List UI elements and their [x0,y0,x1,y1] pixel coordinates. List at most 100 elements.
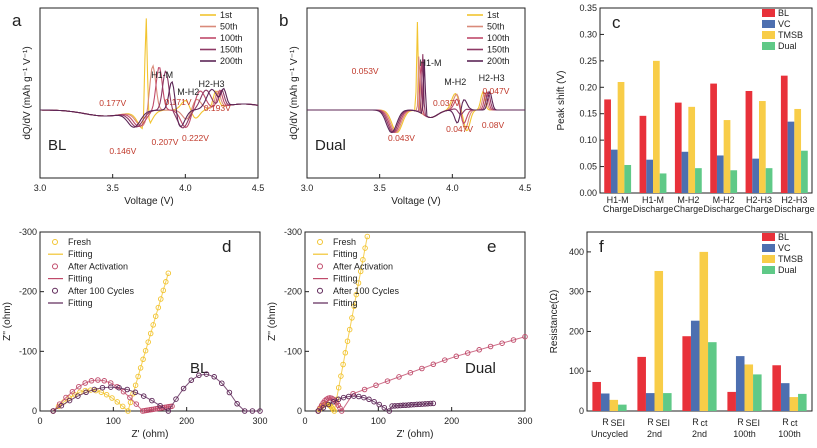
panel-d-ytick-label: -200 [19,287,37,297]
panel-b-annotation: 0.047V [482,86,509,96]
panel-a-letter: a [12,11,22,30]
panel-e-legend-entry: Fresh [333,237,356,247]
panel-d-xtick-label: 0 [37,416,42,426]
panel-d-data-point [114,399,121,405]
panel-b-curve-5 [307,59,525,134]
panel-e-data-point [464,350,471,356]
panel-d-data-point [132,382,139,388]
panel-c-bar-dual [659,173,667,193]
panel-d-data-point [88,378,95,384]
panel-e-data-point [325,401,332,408]
panel-c-ytick-label: 0.35 [579,3,597,13]
panel-f-bar-dual [753,374,762,411]
panel-d-data-point [101,378,108,384]
panel-c-ytick-label: 0.00 [579,188,597,198]
panel-e-data-point [442,357,448,363]
panel-d-data-point [75,393,81,399]
panel-e-data-point [408,402,415,408]
panel-e-data-point [430,400,437,407]
panel-d-data-point [203,371,210,377]
panel-d-data-point [158,296,164,302]
panel-e-data-point [338,373,344,379]
panel-f-bar-dual [708,342,717,411]
panel-b-peak-label: H1-M [420,58,442,68]
panel-e-data-point [320,404,327,411]
panel-a-legend-entry: 1st [220,10,233,20]
panel-e-data-point [405,402,412,408]
panel-b-annotation: 0.047V [446,124,473,134]
panel-e-data-point [416,401,423,408]
panel-c-category-label: Charge [603,204,633,214]
panel-d-data-point [143,407,150,414]
panel-b-legend-entry: 100th [487,33,510,43]
panel-c-category-label: H2-H3 [781,195,807,205]
panel-b-legend-entry: 200th [487,56,510,66]
panel-a-legend-entry: 100th [220,33,243,43]
panel-e-ytick-label: -300 [284,227,302,237]
panel-f-bar-bl [727,391,736,411]
panel-f-bar-bl [772,365,781,411]
panel-a-annotation: 0.193V [204,103,231,113]
panel-e-data-point [407,369,414,376]
panel-e-data-point [340,394,347,401]
panel-c-letter: c [612,13,621,32]
panel-e-data-point [381,404,388,411]
panel-f-bar-vc [735,356,745,411]
panel-f-category-label: 100th [733,429,756,439]
panel-a-legend-entry: 150th [220,45,243,55]
panel-d-legend-entry: After Activation [68,261,128,271]
panel-e-data-point [330,398,337,405]
panel-c-bar-dual [695,168,702,193]
panel-e-xlabel: Z' (ohm) [397,429,434,440]
panel-d-data-point [160,287,167,294]
panel-e-data-point [510,337,517,343]
panel-e-data-point [364,233,371,240]
panel-f-category-label: 100th [778,429,801,439]
panel-c-bar-vc [681,151,689,193]
panel-f-category-label: R [647,417,654,427]
panel-a-peak-label: H1-M [151,70,173,80]
panel-a-xtick-label: 3.0 [34,183,47,193]
panel-e-data-point [422,401,428,407]
panel-f-bar-bl [682,336,691,411]
panel-e-data-point [373,382,379,389]
panel-f-bar-tmsb [609,399,619,411]
panel-e-data-point [335,402,342,409]
panel-f-legend-entry: BL [778,232,789,242]
panel-d-data-point [142,347,149,354]
panel-d-legend-entry: Fitting [68,274,93,284]
panel-e-data-point [403,402,409,408]
panel-e-data-point [522,333,528,340]
panel-d-ytick-label: 0 [32,406,37,416]
panel-b-peak-label: H2-H3 [479,73,505,83]
panel-d-ylabel: Z'' (ohm) [2,302,13,341]
panel-d-data-point [157,402,163,409]
panel-e-data-point [396,374,402,380]
panel-d-data-point [257,408,263,414]
panel-b-annotation: 0.043V [388,133,415,143]
panel-d-data-point [69,388,76,395]
panel-b-xtick-label: 3.0 [301,183,314,193]
panel-c-category-label: Charge [674,204,704,214]
panel-d-data-point [180,385,187,392]
panel-e-data-point [476,347,482,353]
panel-d-data-point [82,380,88,386]
panel-e-data-point [392,403,398,409]
panel-e-legend-marker [317,263,323,270]
panel-e-data-point [371,398,377,405]
panel-e-sample-label: Dual [465,360,496,377]
panel-c-bar-tmsb [688,106,696,193]
panel-d-fit-line-3 [52,373,260,412]
panel-b-annotation: 0.053V [352,66,379,76]
panel-f-bar-tmsb [789,397,799,411]
panel-f-legend-entry: Dual [778,265,797,275]
panel-d-legend-marker [52,239,58,245]
panel-b-xtick-label: 4.0 [446,183,459,193]
panel-c-bar-vc [716,155,724,193]
panel-f-category-subscript: SEI [656,418,671,428]
panel-f-legend-swatch [762,266,775,274]
panel-d-xlabel: Z' (ohm) [132,429,169,440]
panel-f-bar-bl [592,381,601,411]
panel-e-xtick-label: 0 [302,416,307,426]
panel-a-xtick-label: 4.0 [179,183,192,193]
